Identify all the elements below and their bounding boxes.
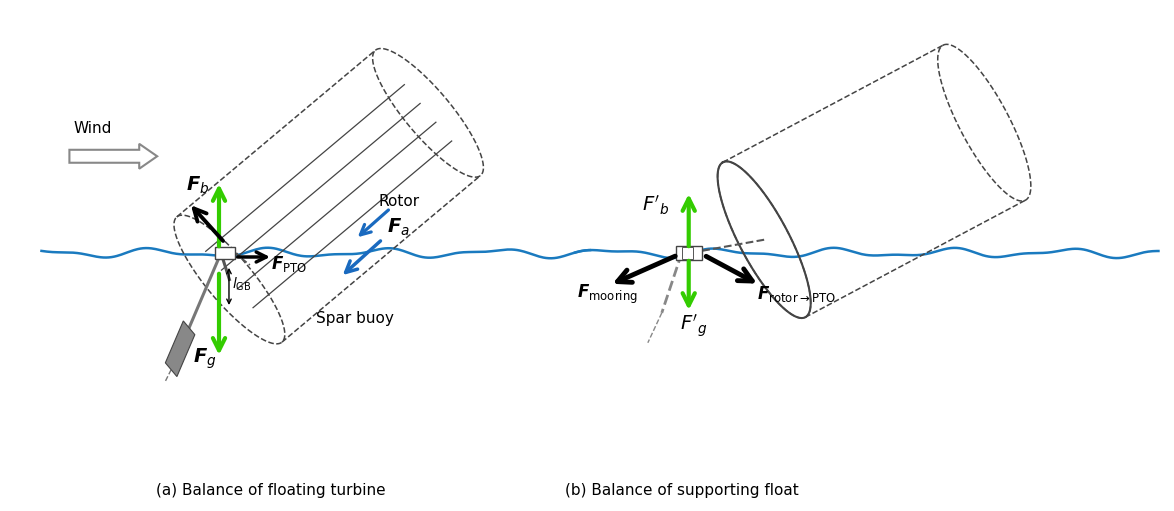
Bar [676,246,702,260]
Text: Wind: Wind [74,121,112,136]
Text: $\boldsymbol{F}_{\mathrm{rotor} \rightarrow \mathrm{PTO}}$: $\boldsymbol{F}_{\mathrm{rotor} \rightar… [756,284,836,304]
Text: $\boldsymbol{F'}_b$: $\boldsymbol{F'}_b$ [642,194,669,217]
Text: (a) Balance of floating turbine: (a) Balance of floating turbine [156,483,386,498]
Text: $l_{\mathrm{GB}}$: $l_{\mathrm{GB}}$ [232,276,251,293]
Bar [215,246,235,260]
Text: Spar buoy: Spar buoy [316,311,393,326]
Polygon shape [166,321,195,377]
Text: Rotor: Rotor [378,194,419,209]
Text: (b) Balance of supporting float: (b) Balance of supporting float [565,483,798,498]
Text: $\boldsymbol{F'}_g$: $\boldsymbol{F'}_g$ [680,313,707,339]
Bar [682,247,694,259]
Text: $\boldsymbol{F}_a$: $\boldsymbol{F}_a$ [386,217,410,238]
Text: $\boldsymbol{F}_b$: $\boldsymbol{F}_b$ [187,175,210,196]
Text: $\boldsymbol{F}_{\mathrm{PTO}}$: $\boldsymbol{F}_{\mathrm{PTO}}$ [271,254,308,274]
FancyArrow shape [69,144,157,169]
Text: $\boldsymbol{F}_g$: $\boldsymbol{F}_g$ [193,346,217,371]
Text: $\boldsymbol{F}_{\mathrm{mooring}}$: $\boldsymbol{F}_{\mathrm{mooring}}$ [578,283,637,306]
